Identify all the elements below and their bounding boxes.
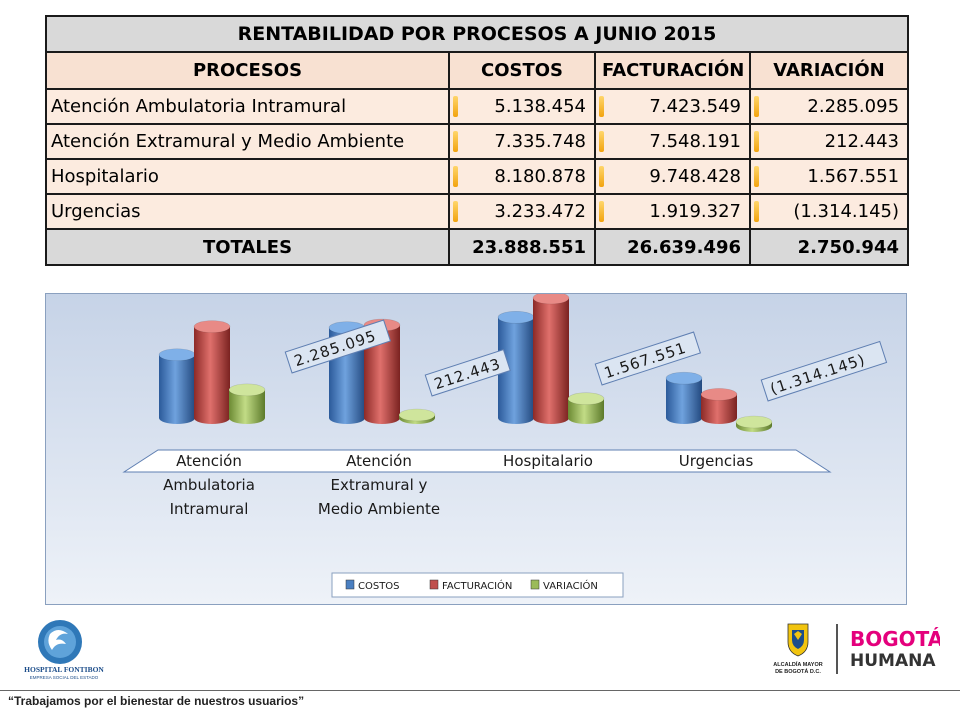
category-label: Atención <box>176 452 242 470</box>
coat-of-arms-icon <box>787 623 809 657</box>
header-costos: COSTOS <box>448 51 596 90</box>
category-label: Ambulatoria <box>163 476 255 494</box>
cell-costos: 3.233.472 <box>448 193 596 230</box>
bar-facturacion-0 <box>193 320 231 424</box>
footer-divider <box>0 690 960 691</box>
bar-costos-2 <box>497 310 535 424</box>
cell-proceso: Atención Ambulatoria Intramural <box>45 88 450 125</box>
total-facturacion: 26.639.496 <box>594 228 751 266</box>
hospital-fontibon-logo: HOSPITAL FONTIBON EMPRESA SOCIAL DEL EST… <box>14 616 114 686</box>
cell-facturacion: 9.748.428 <box>594 158 751 195</box>
table-header-row: PROCESOS COSTOS FACTURACIÓN VARIACIÓN <box>45 51 910 90</box>
bar-variacion-2 <box>567 392 605 424</box>
cell-proceso: Atención Extramural y Medio Ambiente <box>45 123 450 160</box>
table-row: Urgencias 3.233.472 1.919.327 (1.314.145… <box>45 193 910 230</box>
cell-costos: 5.138.454 <box>448 88 596 125</box>
bar-facturacion-2 <box>532 294 570 424</box>
cell-variacion: 1.567.551 <box>748 158 910 195</box>
bogota-humana-logo: ALCALDÍA MAYOR DE BOGOTÁ D.C. BOGOTÁ HUM… <box>770 620 944 680</box>
total-variacion: 2.750.944 <box>748 228 910 266</box>
cell-variacion: 2.285.095 <box>748 88 910 125</box>
cell-facturacion: 7.548.191 <box>594 123 751 160</box>
hospital-logo-name: HOSPITAL FONTIBON <box>24 665 104 674</box>
table-title: RENTABILIDAD POR PROCESOS A JUNIO 2015 <box>44 15 910 53</box>
chart-floor <box>122 449 832 473</box>
cell-costos: 7.335.748 <box>448 123 596 160</box>
chart-panel: 2.285.095 212.443 1.567.551 (1.314.145) Aten… <box>45 293 907 605</box>
svg-text:212.443: 212.443 <box>432 355 503 393</box>
table-row: Hospitalario 8.180.878 9.748.428 1.567.5… <box>45 158 910 195</box>
bar-variacion-1 <box>398 408 436 424</box>
table-row: Atención Ambulatoria Intramural 5.138.45… <box>45 88 910 125</box>
bar-costos-0 <box>158 348 196 424</box>
totals-label: TOTALES <box>45 228 450 266</box>
alcaldia-line-1: ALCALDÍA MAYOR <box>773 660 822 668</box>
cell-proceso: Urgencias <box>45 193 450 230</box>
svg-text:FACTURACIÓN: FACTURACIÓN <box>442 579 512 592</box>
cell-variacion: 212.443 <box>748 123 910 160</box>
humana-brand-text: HUMANA <box>850 651 936 671</box>
category-label: Intramural <box>170 500 249 518</box>
bar-facturacion-3 <box>700 388 738 424</box>
chart-legend: COSTOS FACTURACIÓN VARIACIÓN <box>331 572 624 598</box>
cell-variacion: (1.314.145) <box>748 193 910 230</box>
table-totals-row: TOTALES 23.888.551 26.639.496 2.750.944 <box>45 228 910 266</box>
category-label: Atención <box>346 452 412 470</box>
cell-facturacion: 1.919.327 <box>594 193 751 230</box>
legend-item-costos: COSTOS <box>345 579 400 592</box>
category-label: Hospitalario <box>503 452 593 470</box>
header-facturacion: FACTURACIÓN <box>594 51 751 90</box>
data-label-variacion: (1.314.145) <box>760 340 888 402</box>
footer-slogan: “Trabajamos por el bienestar de nuestros… <box>8 694 305 708</box>
table-row: Atención Extramural y Medio Ambiente 7.3… <box>45 123 910 160</box>
header-procesos: PROCESOS <box>45 51 450 90</box>
bar-variacion-0 <box>228 383 266 424</box>
category-label: Urgencias <box>679 452 754 470</box>
bar-costos-3 <box>665 371 703 424</box>
svg-text:VARIACIÓN: VARIACIÓN <box>543 579 598 592</box>
bar-variacion-3 <box>735 415 773 432</box>
hospital-logo-subtitle: EMPRESA SOCIAL DEL ESTADO <box>30 675 99 680</box>
table-title-row: RENTABILIDAD POR PROCESOS A JUNIO 2015 <box>44 15 910 53</box>
category-label: Medio Ambiente <box>318 500 440 518</box>
svg-text:COSTOS: COSTOS <box>358 581 400 592</box>
rentabilidad-table: RENTABILIDAD POR PROCESOS A JUNIO 2015 P… <box>44 15 910 266</box>
legend-item-facturacion: FACTURACIÓN <box>429 579 512 592</box>
total-costos: 23.888.551 <box>448 228 596 266</box>
alcaldia-line-2: DE BOGOTÁ D.C. <box>775 668 821 675</box>
bogota-brand-text: BOGOTÁ <box>850 627 940 651</box>
legend-item-variacion: VARIACIÓN <box>530 579 598 592</box>
header-variacion: VARIACIÓN <box>748 51 910 90</box>
data-label-variacion: 212.443 <box>424 348 511 397</box>
cell-facturacion: 7.423.549 <box>594 88 751 125</box>
cell-proceso: Hospitalario <box>45 158 450 195</box>
category-label: Extramural y <box>331 476 428 494</box>
cell-costos: 8.180.878 <box>448 158 596 195</box>
